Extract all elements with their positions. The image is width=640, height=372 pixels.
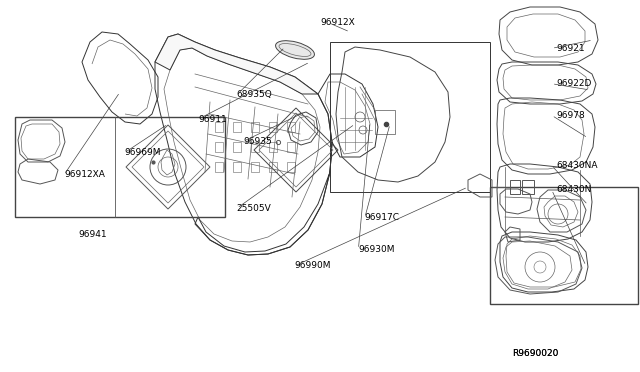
Text: 68430N: 68430N <box>557 185 592 194</box>
Text: 25505V: 25505V <box>237 204 271 213</box>
Text: 96978: 96978 <box>557 111 586 120</box>
Text: 96969M: 96969M <box>125 148 161 157</box>
Polygon shape <box>155 34 318 94</box>
Text: 96990M: 96990M <box>294 262 331 270</box>
Text: 96935: 96935 <box>243 137 272 146</box>
Text: 96912X: 96912X <box>320 18 355 27</box>
Ellipse shape <box>276 41 314 59</box>
Text: R9690020: R9690020 <box>512 349 558 358</box>
Text: R9690020: R9690020 <box>512 349 558 358</box>
Text: 96941: 96941 <box>79 230 107 239</box>
Text: 96921: 96921 <box>557 44 586 53</box>
Text: 96930M: 96930M <box>358 245 395 254</box>
Text: 96922D: 96922D <box>557 79 592 88</box>
Text: 68935Q: 68935Q <box>237 90 273 99</box>
Text: 96911: 96911 <box>198 115 227 124</box>
Text: 96912XA: 96912XA <box>64 170 105 179</box>
Text: 68430NA: 68430NA <box>557 161 598 170</box>
Text: 96917C: 96917C <box>365 213 400 222</box>
